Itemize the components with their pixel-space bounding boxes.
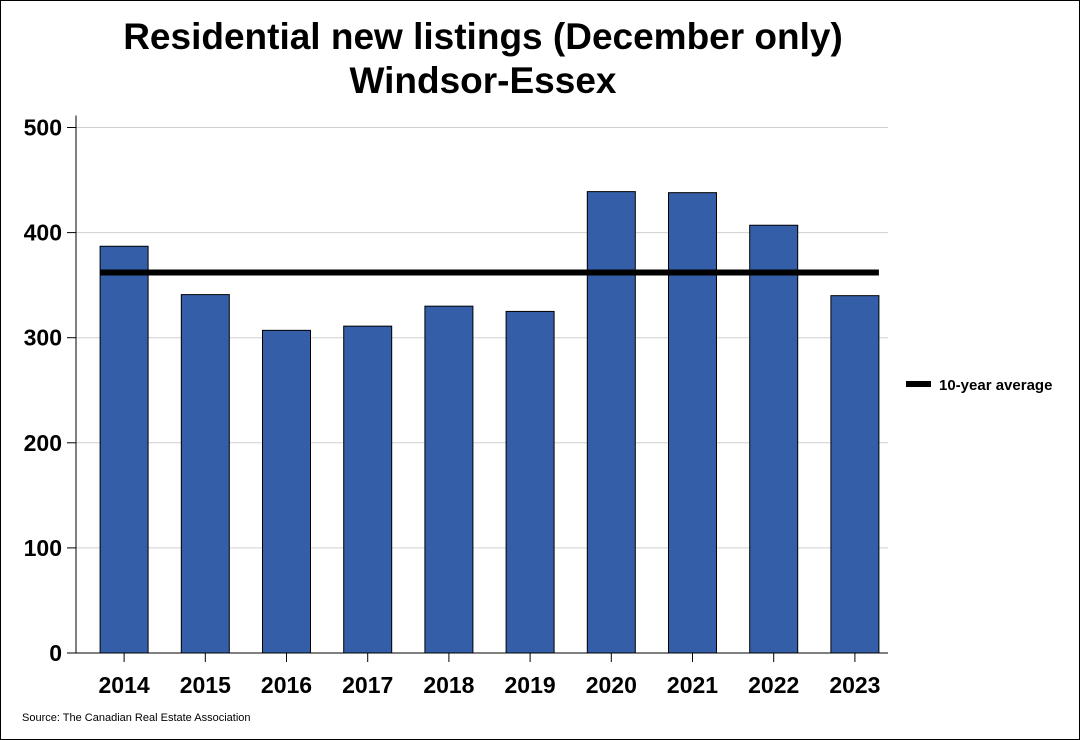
bar-2021: [668, 192, 717, 654]
bar-2017: [343, 325, 393, 654]
y-tick-label: 500: [24, 115, 62, 141]
x-tick-label: 2014: [99, 672, 150, 698]
bar-2019: [505, 310, 555, 654]
source-note: Source: The Canadian Real Estate Associa…: [22, 712, 251, 724]
bar-2018: [424, 305, 474, 654]
y-tick-label: 200: [24, 430, 62, 456]
x-tick-label: 2022: [748, 672, 799, 698]
bar-2015: [180, 294, 230, 654]
chart-title-line-1: Residential new listings (December only): [123, 16, 843, 57]
y-tick-label: 400: [24, 220, 62, 246]
bar-2014: [99, 245, 149, 654]
legend-label-average: 10-year average: [939, 377, 1052, 394]
x-tick-label: 2015: [180, 672, 231, 698]
y-tick-label: 300: [24, 325, 62, 351]
x-tick-label: 2023: [829, 672, 880, 698]
bars: [99, 191, 880, 654]
y-axis-ticks: 0 100 200 300 400 500: [24, 115, 76, 666]
bar-2020: [586, 191, 636, 654]
bar-2022: [749, 224, 799, 654]
x-axis-ticks: 2014 2015 2016 2017 2018 2019 2020 2021 2022 2023: [99, 653, 880, 698]
bar-2016: [262, 329, 311, 654]
x-tick-label: 2020: [586, 672, 637, 698]
y-tick-label: 0: [49, 640, 62, 666]
x-tick-label: 2019: [505, 672, 556, 698]
y-tick-label: 100: [24, 535, 62, 561]
bar-2023: [830, 295, 880, 654]
axes: [67, 115, 888, 654]
chart-title: Residential new listings (December only)…: [1, 15, 965, 103]
x-tick-label: 2016: [261, 672, 312, 698]
x-tick-label: 2018: [423, 672, 474, 698]
legend: 10-year average: [906, 377, 1052, 394]
chart-title-line-2: Windsor-Essex: [349, 60, 617, 101]
x-tick-label: 2017: [342, 672, 393, 698]
x-tick-label: 2021: [667, 672, 718, 698]
